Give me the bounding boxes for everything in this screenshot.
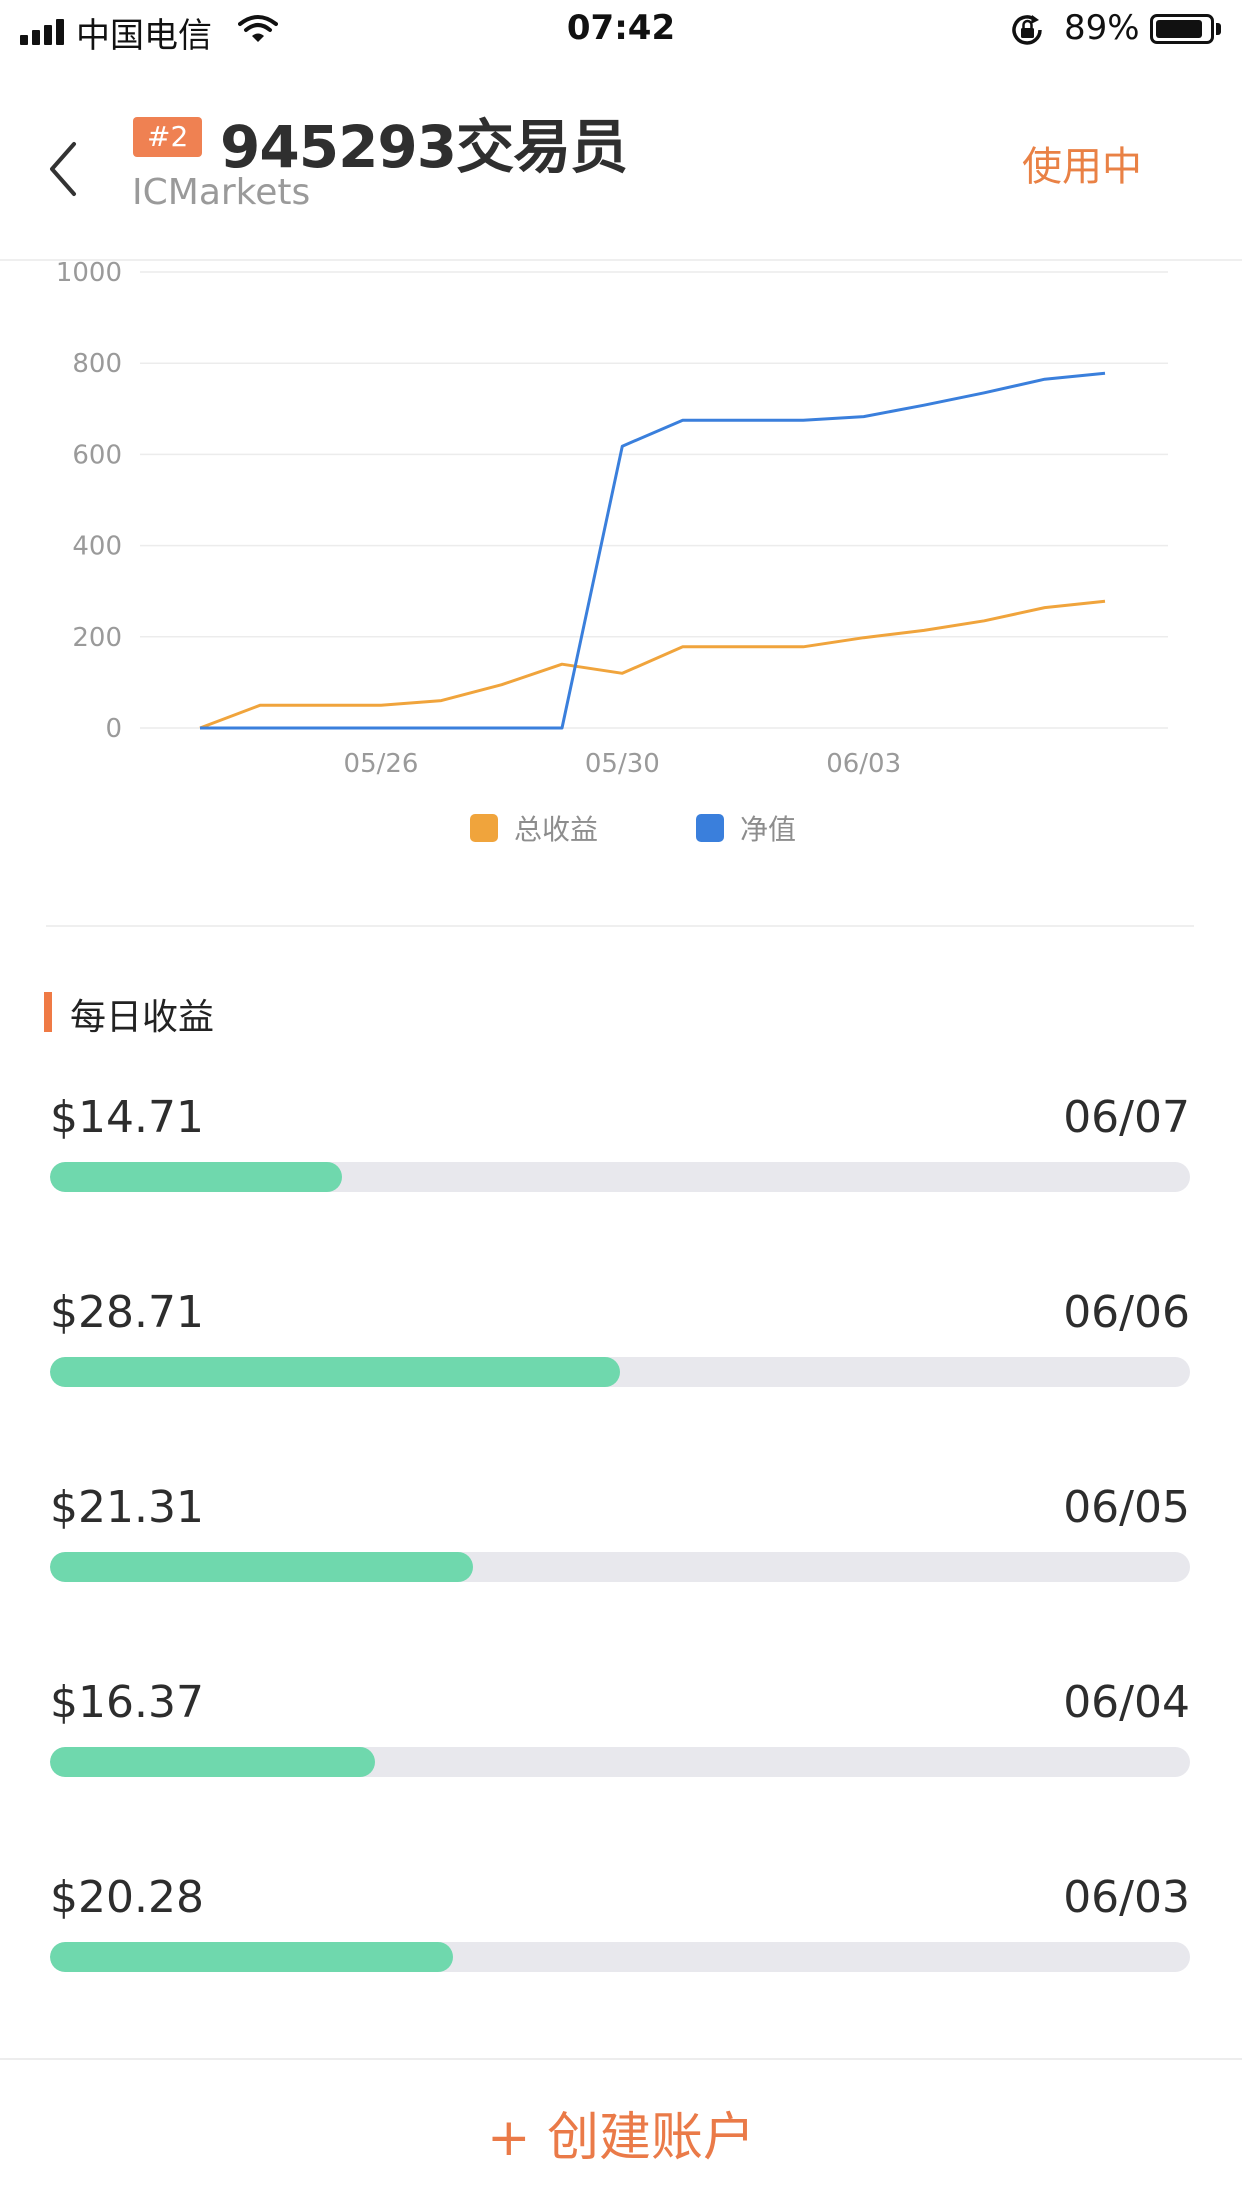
profit-date: 06/05 [1063,1482,1190,1533]
profit-date: 06/04 [1063,1677,1190,1728]
battery-level [1156,20,1203,38]
nav-header: #2 945293交易员 ICMarkets 使用中 [0,62,1242,261]
section-accent-bar [44,992,52,1032]
progress-fill [50,1747,376,1777]
x-tick-label: 05/26 [344,749,419,779]
progress-fill [50,1162,343,1192]
y-tick-label: 200 [72,623,122,653]
progress-fill [50,1357,621,1387]
create-account-button[interactable]: + 创建账户 [486,2108,756,2168]
progress-track [50,1942,1190,1972]
progress-track [50,1357,1190,1387]
line-chart: 0 200 400 600 800 1000 05/26 05/30 06/03 [56,258,1168,779]
legend-item-equity: 净值 [696,808,796,848]
progress-track [50,1552,1190,1582]
list-item: $28.71 06/06 [50,1287,1190,1397]
list-item: $21.31 06/05 [50,1482,1190,1592]
profit-date: 06/06 [1063,1287,1190,1338]
y-tick-label: 600 [72,440,122,470]
profit-date: 06/07 [1063,1092,1190,1143]
battery-nub [1216,23,1221,35]
y-tick-label: 800 [72,349,122,379]
series-line-total [199,599,1106,730]
x-tick-label: 05/30 [585,749,660,779]
rank-badge: #2 [133,117,203,157]
page-title: 945293交易员 [220,113,628,181]
chevron-left-icon[interactable] [40,134,84,204]
legend-label-total: 总收益 [514,813,599,846]
battery-percent: 89% [1064,8,1140,48]
legend-swatch-total [470,814,498,842]
signal-icon [20,19,66,45]
profit-amount: $20.28 [50,1872,204,1923]
section-title: 每日收益 [70,997,215,1038]
section-divider [46,925,1194,927]
progress-fill [50,1552,474,1582]
legend-swatch-equity [696,814,724,842]
list-item: $14.71 06/07 [50,1092,1190,1202]
battery-icon [1150,14,1214,44]
list-item: $20.28 06/03 [50,1872,1190,1982]
rotation-lock-icon [1012,15,1042,45]
progress-fill [50,1942,453,1972]
chart-legend: 总收益 净值 [0,808,1242,848]
legend-label-equity: 净值 [740,813,797,846]
profit-amount: $28.71 [50,1287,204,1338]
in-use-button[interactable]: 使用中 [1022,144,1142,190]
wifi-icon [238,15,278,42]
progress-track [50,1747,1190,1777]
performance-chart: 0 200 400 600 800 1000 05/26 05/30 06/03 [0,258,1242,804]
y-tick-label: 400 [72,532,122,562]
list-item: $16.37 06/04 [50,1677,1190,1787]
progress-track [50,1162,1190,1192]
legend-item-total: 总收益 [470,808,598,848]
x-tick-label: 06/03 [826,749,901,779]
profit-date: 06/03 [1063,1872,1190,1923]
status-bar: 中国电信 07:42 89% [0,0,1242,62]
profit-amount: $14.71 [50,1092,204,1143]
profit-amount: $21.31 [50,1482,204,1533]
series-line-equity [200,371,1106,730]
clock-time: 07:42 [566,8,676,48]
profit-amount: $16.37 [50,1677,204,1728]
y-tick-label: 0 [105,714,122,744]
carrier-name: 中国电信 [76,16,212,56]
y-tick-label: 1000 [56,260,122,288]
broker-name: ICMarkets [132,172,311,213]
footer-divider [0,2058,1242,2060]
